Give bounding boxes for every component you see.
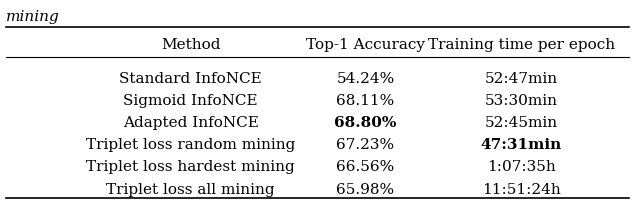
Text: Sigmoid InfoNCE: Sigmoid InfoNCE — [124, 94, 258, 108]
Text: 54.24%: 54.24% — [337, 72, 395, 85]
Text: 11:51:24h: 11:51:24h — [482, 182, 561, 196]
Text: 66.56%: 66.56% — [337, 160, 395, 174]
Text: 47:31min: 47:31min — [481, 138, 562, 152]
Text: mining: mining — [6, 10, 60, 24]
Text: 68.11%: 68.11% — [337, 94, 395, 108]
Text: 68.80%: 68.80% — [334, 116, 397, 130]
Text: Top-1 Accuracy: Top-1 Accuracy — [306, 38, 425, 52]
Text: 1:07:35h: 1:07:35h — [487, 160, 556, 174]
Text: 52:47min: 52:47min — [484, 72, 558, 85]
Text: 53:30min: 53:30min — [484, 94, 558, 108]
Text: Training time per epoch: Training time per epoch — [428, 38, 615, 52]
Text: 52:45min: 52:45min — [484, 116, 558, 130]
Text: Method: Method — [161, 38, 220, 52]
Text: Standard InfoNCE: Standard InfoNCE — [119, 72, 262, 85]
Text: Adapted InfoNCE: Adapted InfoNCE — [123, 116, 259, 130]
Text: 65.98%: 65.98% — [337, 182, 395, 196]
Text: 67.23%: 67.23% — [337, 138, 395, 152]
Text: Triplet loss hardest mining: Triplet loss hardest mining — [86, 160, 295, 174]
Text: Triplet loss random mining: Triplet loss random mining — [86, 138, 296, 152]
Text: Triplet loss all mining: Triplet loss all mining — [106, 182, 275, 196]
